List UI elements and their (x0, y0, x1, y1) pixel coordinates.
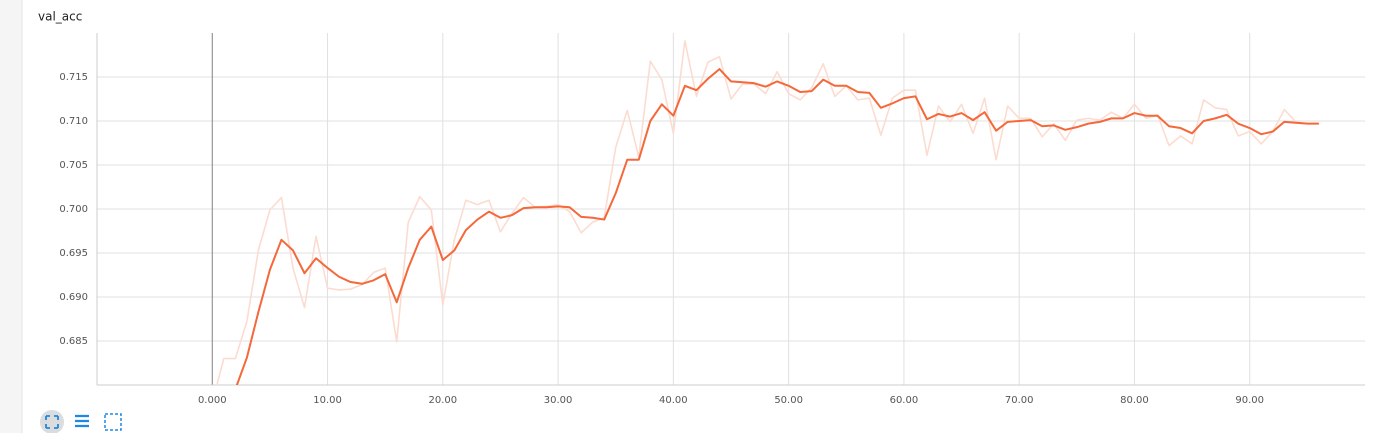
x-tick-label: 0.000 (198, 395, 227, 406)
side-strip (0, 0, 22, 433)
x-tick-label: 10.00 (313, 395, 342, 406)
x-tick-label: 50.00 (774, 395, 803, 406)
x-tick-label: 20.00 (428, 395, 457, 406)
x-tick-label: 60.00 (890, 395, 919, 406)
y-tick-label: 0.700 (59, 204, 88, 215)
grid (96, 33, 1365, 386)
fit-icon[interactable] (45, 415, 59, 429)
plot (216, 40, 1319, 385)
x-tick-label: 40.00 (659, 395, 688, 406)
series-line (235, 68, 1319, 385)
fit-button-bg[interactable] (40, 410, 64, 433)
x-tick-label: 70.00 (1005, 395, 1034, 406)
y-tick-label: 0.690 (59, 292, 88, 303)
y-tick-label: 0.705 (59, 160, 88, 171)
axis-labels: 0.685 0.690 0.695 0.700 0.705 0.710 0.715 0.000… (59, 72, 1264, 406)
x-tick-label: 90.00 (1235, 395, 1264, 406)
y-tick-label: 0.685 (59, 336, 88, 347)
toolbar (40, 410, 122, 433)
y-tick-label: 0.715 (59, 72, 88, 83)
x-tick-label: 30.00 (544, 395, 573, 406)
y-tick-label: 0.710 (59, 116, 88, 127)
y-tick-label: 0.695 (59, 248, 88, 259)
x-tick-label: 80.00 (1120, 395, 1149, 406)
chart-title: val_acc (38, 10, 82, 24)
selection-icon[interactable] (104, 413, 122, 431)
series-line (216, 40, 1319, 385)
log-icon[interactable] (75, 414, 89, 428)
